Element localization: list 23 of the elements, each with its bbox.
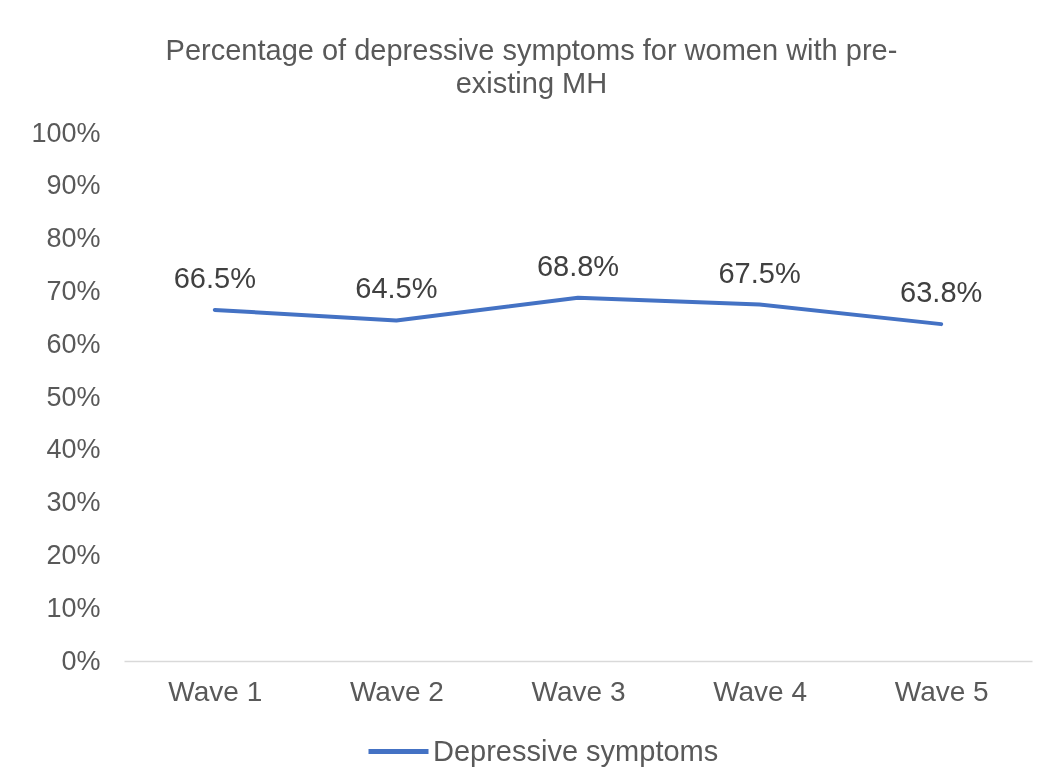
y-tick-label: 70% — [46, 275, 101, 306]
y-tick-label: 30% — [46, 487, 101, 518]
data-label: 64.5% — [355, 272, 438, 305]
y-tick-label: 10% — [46, 592, 101, 623]
data-label: 67.5% — [718, 256, 801, 289]
y-tick-label: 80% — [46, 223, 101, 254]
y-tick-label: 60% — [46, 328, 101, 359]
legend-label: Depressive symptoms — [433, 734, 719, 767]
y-tick-label: 20% — [46, 539, 101, 570]
y-tick-label: 40% — [46, 434, 101, 465]
y-tick-label: 90% — [46, 170, 101, 201]
y-tick-label: 0% — [61, 645, 101, 676]
x-tick-label: Wave 4 — [713, 675, 808, 707]
y-tick-label: 50% — [46, 381, 101, 412]
data-label: 66.5% — [173, 261, 256, 294]
x-tick-label: Wave 5 — [894, 675, 989, 707]
chart-title: Percentage of depressive symptoms for women with pre-existing MH — [165, 34, 898, 99]
data-label: 68.8% — [536, 249, 620, 282]
x-tick-label: Wave 3 — [531, 675, 626, 707]
data-label: 63.8% — [900, 276, 983, 309]
x-tick-label: Wave 1 — [168, 675, 263, 707]
y-tick-label: 100% — [31, 117, 101, 148]
x-tick-label: Wave 2 — [349, 675, 444, 707]
